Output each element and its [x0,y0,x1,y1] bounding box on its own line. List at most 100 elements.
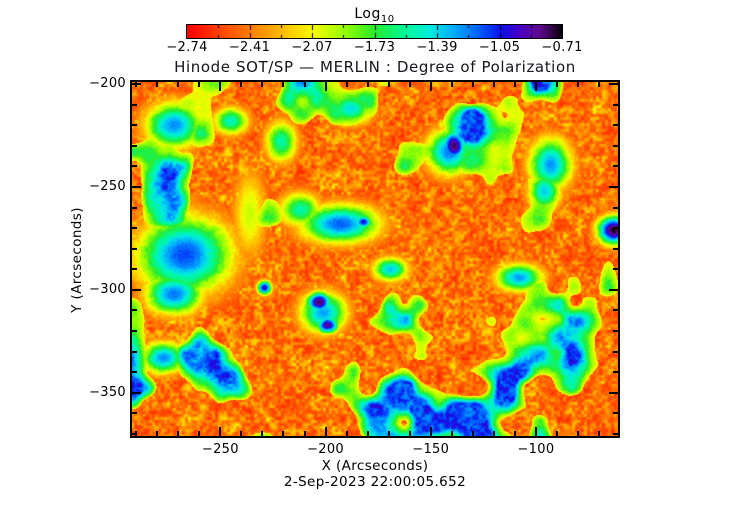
axis-tick [613,268,618,270]
axis-tick [132,392,141,394]
timestamp: 2-Sep-2023 22:00:05.652 [283,474,467,490]
axis-tick [613,330,618,332]
axis-tick [556,82,558,87]
axis-tick [493,431,495,436]
x-axis-tick-label: −250 [201,442,239,457]
axis-tick [240,431,242,436]
axis-tick [240,82,242,87]
axis-tick [613,227,618,229]
colorbar-title: Log10 [187,6,562,25]
axis-tick [132,412,137,414]
axis-tick [132,227,137,229]
axis-tick [156,82,158,87]
y-axis-tick-label: −200 [89,76,126,92]
x-axis-label: X (Arcseconds) [321,458,429,474]
axis-tick [132,165,137,167]
axis-tick [177,431,179,436]
axis-tick [609,392,618,394]
axis-tick [493,82,495,87]
axis-tick [346,82,348,87]
axis-tick [132,248,137,250]
colorbar-tick-label: −0.71 [541,40,583,55]
axis-tick [409,82,411,87]
axis-tick [409,431,411,436]
axis-tick [514,82,516,87]
axis-tick [556,431,558,436]
x-axis-tick-label: −150 [412,442,450,457]
plot-title: Hinode SOT/SP — MERLIN : Degree of Polar… [174,58,576,76]
polarization-heatmap [132,82,618,436]
axis-tick [325,427,327,436]
axis-tick [613,207,618,209]
axis-tick [198,431,200,436]
axis-tick [367,431,369,436]
axis-tick [261,82,263,87]
axis-tick [132,351,137,353]
axis-tick [613,124,618,126]
colorbar-title-subscript: 10 [380,13,395,25]
axis-tick [177,82,179,87]
axis-tick [613,309,618,311]
axis-tick [219,82,221,91]
axis-tick [219,427,221,436]
axis-tick [613,412,618,414]
colorbar-tick-label: −2.07 [291,40,333,55]
axis-tick [132,207,137,209]
axis-tick [613,104,618,106]
axis-tick [613,145,618,147]
axis-tick [451,82,453,87]
axis-tick [304,431,306,436]
colorbar-tick-label: −2.74 [166,40,208,55]
axis-tick [598,82,600,87]
axis-tick [609,186,618,188]
axis-tick [451,431,453,436]
axis-tick [598,431,600,436]
axis-tick [577,431,579,436]
axis-tick [613,248,618,250]
colorbar-tick-label: −2.41 [228,40,271,55]
axis-tick [261,431,263,436]
axis-tick [535,427,537,436]
axis-tick [132,433,137,435]
y-axis-tick-label: −350 [89,384,126,400]
x-axis-tick-label: −100 [517,442,555,457]
colorbar-tick-label: −1.05 [478,40,521,55]
y-axis-label: Y (Arcseconds) [69,207,85,313]
axis-tick [613,433,618,435]
axis-tick [577,82,579,87]
axis-tick [132,309,137,311]
axis-tick [198,82,200,87]
colorbar-title-text: Log [354,6,381,22]
y-axis-tick-label: −250 [89,178,126,194]
axis-tick [132,289,141,291]
axis-tick [132,145,137,147]
axis-tick [613,165,618,167]
axis-tick [535,82,537,91]
colorbar-tick-label: −1.39 [416,40,458,55]
axis-tick [613,371,618,373]
axis-tick [346,431,348,436]
axis-tick [304,82,306,87]
x-axis-tick-label: −200 [307,442,344,457]
axis-tick [472,431,474,436]
axis-tick [282,431,284,436]
axis-tick [282,82,284,87]
axis-tick [609,289,618,291]
axis-tick [132,371,137,373]
axis-tick [132,186,141,188]
axis-tick [132,330,137,332]
axis-tick [609,83,618,85]
axis-tick [514,431,516,436]
axis-tick [156,431,158,436]
axis-tick [613,351,618,353]
axis-tick [430,82,432,91]
colorbar-tick-label: −1.73 [353,40,396,55]
axis-tick [132,83,141,85]
axis-tick [430,427,432,436]
axis-tick [472,82,474,87]
axis-tick [132,268,137,270]
axis-tick [388,431,390,436]
axis-tick [367,82,369,87]
colorbar [186,24,563,39]
